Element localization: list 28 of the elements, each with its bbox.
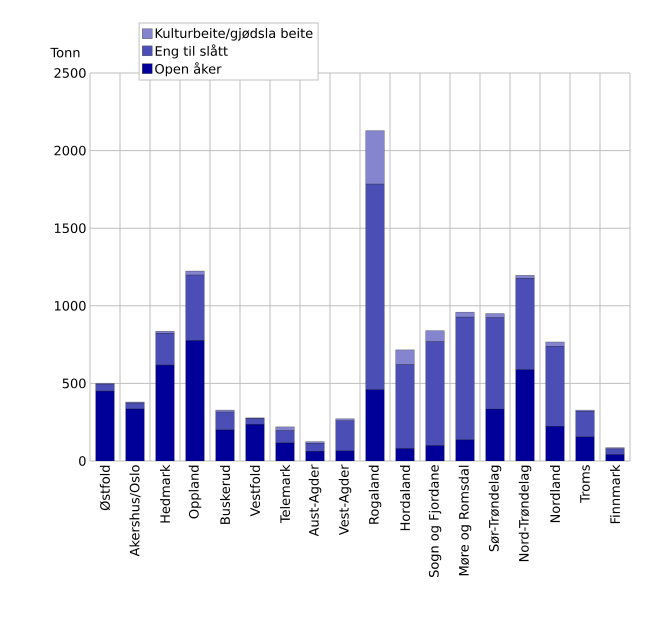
x-tick-label: Sør-Trøndelag bbox=[488, 466, 502, 552]
y-tick-label: 0 bbox=[79, 456, 86, 466]
x-tick-label: Nordland bbox=[550, 466, 560, 522]
y-tick-label: 1000 bbox=[54, 300, 86, 311]
y-tick-label: 2000 bbox=[54, 146, 86, 156]
x-tick-label: Telemark bbox=[280, 464, 290, 524]
x-tick-label: Hordaland bbox=[400, 466, 410, 530]
x-tick-label: Rogaland bbox=[368, 466, 382, 524]
x-tick-label: Vestfold bbox=[250, 466, 260, 516]
x-tick-label: Aust-Agder bbox=[308, 464, 322, 536]
x-tick-label: Troms bbox=[580, 465, 590, 503]
x-tick-label: Buskerud bbox=[220, 466, 230, 524]
x-tick-label: Akershus/Oslo bbox=[129, 465, 141, 556]
x-tick-label: Vest-Agder bbox=[338, 464, 352, 536]
y-tick-label: 500 bbox=[62, 378, 86, 388]
x-tick-label: Møre og Romsdal bbox=[458, 466, 472, 576]
x-tick-label: Hedmark bbox=[160, 464, 170, 523]
legend-label: Kulturbeite/gjødsla beite bbox=[156, 28, 312, 41]
x-tick-label: Oppland bbox=[188, 466, 202, 518]
legend-label: Eng til slått bbox=[156, 44, 228, 58]
y-axis-title: Tonn bbox=[50, 48, 80, 58]
legend-label: Open åker bbox=[155, 62, 222, 76]
x-tick-label: Østfold bbox=[100, 466, 110, 510]
y-tick-label: 1500 bbox=[54, 223, 86, 234]
x-tick-label: Sogn og Fjordane bbox=[428, 465, 442, 578]
x-tick-label: Finnmark bbox=[610, 464, 620, 524]
x-tick-label: Nord-Trøndelag bbox=[518, 466, 532, 562]
y-tick-label: 2500 bbox=[54, 68, 86, 78]
